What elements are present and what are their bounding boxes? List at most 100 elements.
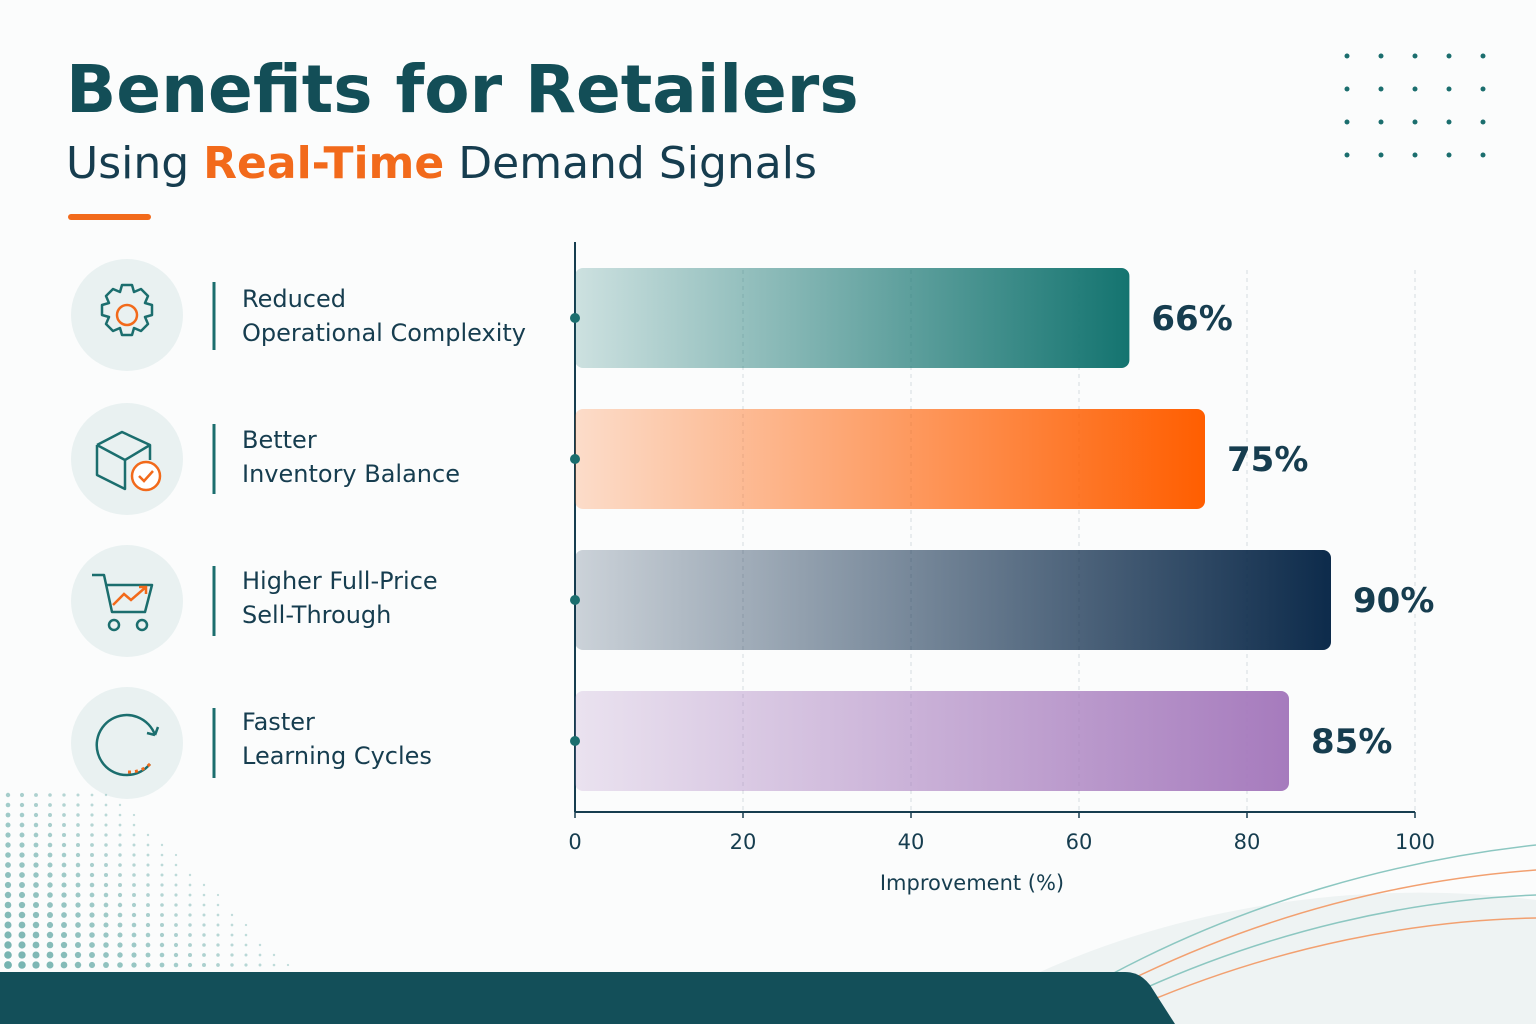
dot (117, 882, 123, 888)
dot (145, 952, 151, 958)
dot (132, 883, 136, 887)
dot (160, 843, 164, 847)
dot (47, 842, 53, 848)
dot (18, 961, 26, 969)
dot (89, 922, 95, 928)
dot (4, 891, 12, 899)
dot (90, 823, 94, 827)
dot (104, 833, 108, 837)
dot (90, 853, 94, 857)
category-label: Higher Full-Price Sell-Through (242, 567, 438, 629)
dot (18, 941, 26, 949)
dot (118, 863, 122, 867)
category-label: Faster Learning Cycles (242, 708, 432, 770)
dot (118, 843, 122, 847)
dot (19, 792, 25, 798)
dot (244, 923, 248, 927)
dot (18, 951, 26, 959)
dot (33, 812, 39, 818)
dot (174, 853, 178, 857)
dot (216, 933, 220, 937)
dot (76, 803, 80, 807)
x-tick-label: 100 (1395, 830, 1435, 854)
dot (159, 942, 165, 948)
dot (145, 922, 151, 928)
dot (75, 862, 81, 868)
dot (174, 903, 178, 907)
dot (61, 882, 67, 888)
chart-subtitle: Using Real-Time Demand Signals (66, 138, 817, 189)
dot (4, 951, 12, 959)
dot (33, 872, 39, 878)
dot (5, 792, 11, 798)
dot (19, 812, 25, 818)
dot (75, 872, 81, 878)
dot (90, 803, 94, 807)
dot (160, 923, 164, 927)
dot (202, 943, 206, 947)
dot (103, 912, 109, 918)
dot (132, 843, 136, 847)
dot (19, 852, 25, 858)
dot (132, 893, 136, 897)
dot (230, 963, 234, 967)
dot (47, 892, 53, 898)
dot (46, 961, 54, 969)
category-label: Better Inventory Balance (242, 426, 460, 488)
dot (117, 932, 123, 938)
dot (188, 893, 192, 897)
dot (230, 923, 234, 927)
dot (61, 902, 67, 908)
dot (117, 952, 123, 958)
x-tick-label: 20 (730, 830, 757, 854)
dot (258, 943, 262, 947)
dot (32, 911, 40, 919)
dot (47, 822, 53, 828)
dot (202, 933, 206, 937)
dot (160, 913, 164, 917)
dot (244, 963, 248, 967)
dot (32, 951, 40, 959)
dot (174, 863, 178, 867)
dot (47, 852, 53, 858)
dot (76, 813, 80, 817)
dot (160, 873, 164, 877)
dot (118, 833, 122, 837)
dot (1480, 86, 1486, 92)
dot (1480, 53, 1486, 59)
dot (118, 823, 122, 827)
dot (4, 881, 12, 889)
dot (174, 893, 178, 897)
dot (33, 862, 39, 868)
dot (132, 833, 136, 837)
dot (1412, 152, 1418, 158)
dot (46, 941, 54, 949)
dot (5, 822, 11, 828)
value-label: 66% (1151, 299, 1232, 339)
dot (4, 941, 12, 949)
dot (60, 941, 68, 949)
dot (61, 832, 67, 838)
dot (48, 793, 52, 797)
dot (103, 882, 109, 888)
dot (5, 842, 11, 848)
dot (132, 823, 136, 827)
dot (76, 793, 80, 797)
dot (60, 961, 68, 969)
dot (118, 873, 122, 877)
dot (90, 793, 94, 797)
dot (188, 883, 192, 887)
dot (160, 903, 164, 907)
dot (89, 862, 95, 868)
dot (32, 941, 40, 949)
dot (230, 943, 234, 947)
dot (61, 842, 67, 848)
dot (89, 892, 95, 898)
dot (19, 802, 25, 808)
dot (103, 932, 109, 938)
axis-dot (570, 595, 580, 605)
dot (76, 823, 80, 827)
dot (103, 942, 109, 948)
dot (75, 842, 81, 848)
